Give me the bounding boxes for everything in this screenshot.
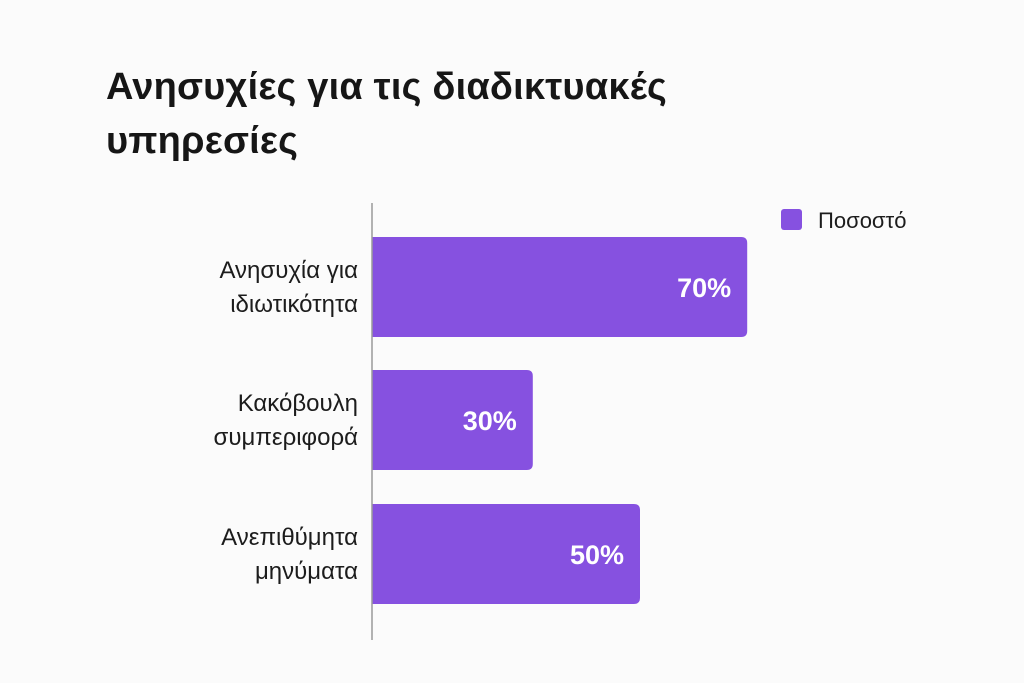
category-label: Ανεπιθύμητα μηνύματα	[221, 524, 358, 585]
category-label: Ανησυχία για ιδιωτικότητα	[219, 257, 358, 318]
category-label: Κακόβουλη συμπεριφορά	[214, 390, 359, 451]
category-label-line: ιδιωτικότητα	[230, 291, 358, 318]
data-label: 70%	[677, 273, 731, 303]
legend-label: Ποσοστό	[818, 208, 906, 233]
category-labels: Ανησυχία για ιδιωτικότητα Κακόβουλη συμπερι…	[214, 257, 359, 585]
legend: Ποσοστό	[781, 208, 906, 233]
data-label: 50%	[570, 540, 624, 570]
category-label-line: Κακόβουλη	[238, 390, 358, 417]
bar	[372, 370, 533, 470]
category-label-line: Ανεπιθύμητα	[221, 524, 358, 551]
data-label: 30%	[463, 406, 517, 436]
chart-title: Ανησυχίες για τις διαδικτυακές υπηρεσίες	[106, 66, 668, 162]
bar	[372, 237, 748, 337]
category-label-line: συμπεριφορά	[214, 424, 359, 451]
bars-layer: 70% 30% 50%	[372, 237, 748, 604]
category-label-line: μηνύματα	[255, 558, 358, 585]
bar	[372, 504, 640, 604]
legend-swatch	[781, 209, 802, 230]
category-label-line: Ανησυχία για	[219, 257, 358, 284]
